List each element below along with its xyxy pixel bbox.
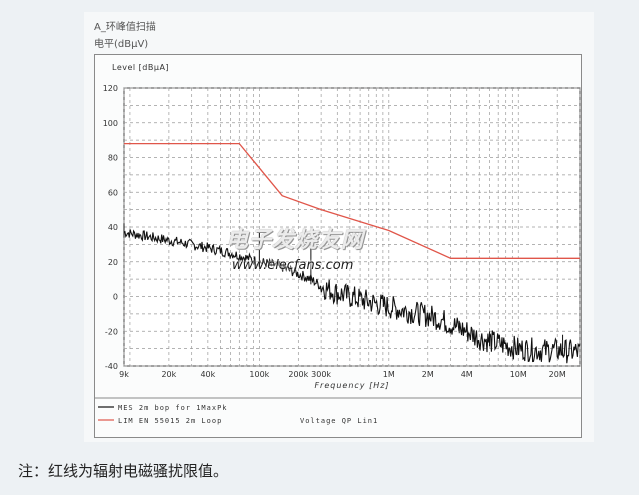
legend-label-measured: MES 2m bop for 1MaxPk — [118, 404, 228, 412]
y-tick-label: -20 — [105, 327, 118, 336]
chart-header-subtitle: 电平(dBμV) — [94, 39, 149, 50]
x-tick-label: 20k — [161, 370, 176, 379]
legend-label-detector: Voltage QP Lin1 — [300, 417, 378, 425]
x-tick-label: 9k — [119, 370, 129, 379]
chart-header-title: A_环峰值扫描 — [94, 22, 156, 33]
watermark-cn: 电子发烧友网 — [226, 228, 365, 253]
y-tick-label: -40 — [105, 362, 118, 371]
x-tick-label: 20M — [549, 370, 566, 379]
y-axis-label: Level [dBµA] — [112, 63, 169, 72]
y-tick-label: 120 — [103, 84, 118, 93]
x-tick-label: 10M — [510, 370, 527, 379]
y-tick-label: 60 — [108, 188, 118, 197]
x-axis-label: Frequency [Hz] — [314, 381, 389, 390]
y-tick-label: 80 — [108, 154, 118, 163]
x-tick-label: 2M — [422, 370, 434, 379]
x-tick-label: 200k — [288, 370, 308, 379]
x-tick-label: 1M — [383, 370, 395, 379]
y-tick-label: 0 — [113, 293, 118, 302]
y-tick-label: 20 — [108, 258, 118, 267]
x-tick-label: 4M — [461, 370, 473, 379]
series-line-limit — [124, 142, 580, 259]
y-tick-label: 40 — [108, 223, 118, 232]
watermark-en: www.elecfans.com — [232, 258, 354, 273]
legend-label-limit: LIM EN 55015 2m Loop — [118, 417, 222, 425]
x-tick-label: 300k — [311, 370, 331, 379]
series-line-measured — [123, 229, 581, 364]
x-tick-label: 40k — [200, 370, 215, 379]
figure-caption: 注：红线为辐射电磁骚扰限值。 — [18, 462, 229, 480]
y-tick-label: 100 — [103, 119, 118, 128]
x-tick-label: 100k — [249, 370, 269, 379]
